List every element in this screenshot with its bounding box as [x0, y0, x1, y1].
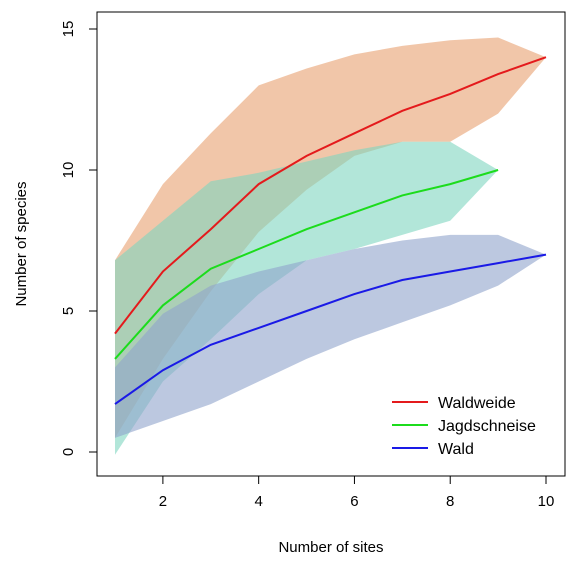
confidence-band-wald — [115, 234, 546, 438]
series-line-wald — [114, 253, 547, 405]
x-tick-label: 8 — [446, 493, 454, 510]
x-tick-label: 2 — [159, 493, 167, 510]
series-line-waldweide — [114, 56, 547, 335]
series-lines — [114, 56, 547, 405]
legend-label-wald: Wald — [438, 441, 474, 458]
x-axis: 2 4 6 8 10 — [159, 475, 555, 510]
x-tick-label: 4 — [254, 493, 262, 510]
y-tick-label: 5 — [60, 307, 77, 315]
x-tick-label: 6 — [350, 493, 358, 510]
y-tick-label: 10 — [60, 162, 77, 179]
confidence-band-jagdschneise — [115, 141, 499, 455]
y-tick-label: 0 — [60, 448, 77, 456]
y-axis: 0 5 10 15 — [60, 21, 98, 456]
legend-label-jagdschneise: Jagdschneise — [438, 418, 536, 435]
legend-label-waldweide: Waldweide — [438, 395, 516, 412]
y-axis-label: Number of species — [13, 181, 30, 306]
series-line-jagdschneise — [114, 169, 499, 360]
confidence-band-waldweide — [115, 37, 546, 438]
legend: Waldweide Jagdschneise Wald — [392, 395, 536, 458]
x-axis-label: Number of sites — [278, 539, 383, 556]
confidence-bands — [115, 37, 546, 455]
y-tick-label: 15 — [60, 21, 77, 38]
x-tick-label: 10 — [538, 493, 555, 510]
